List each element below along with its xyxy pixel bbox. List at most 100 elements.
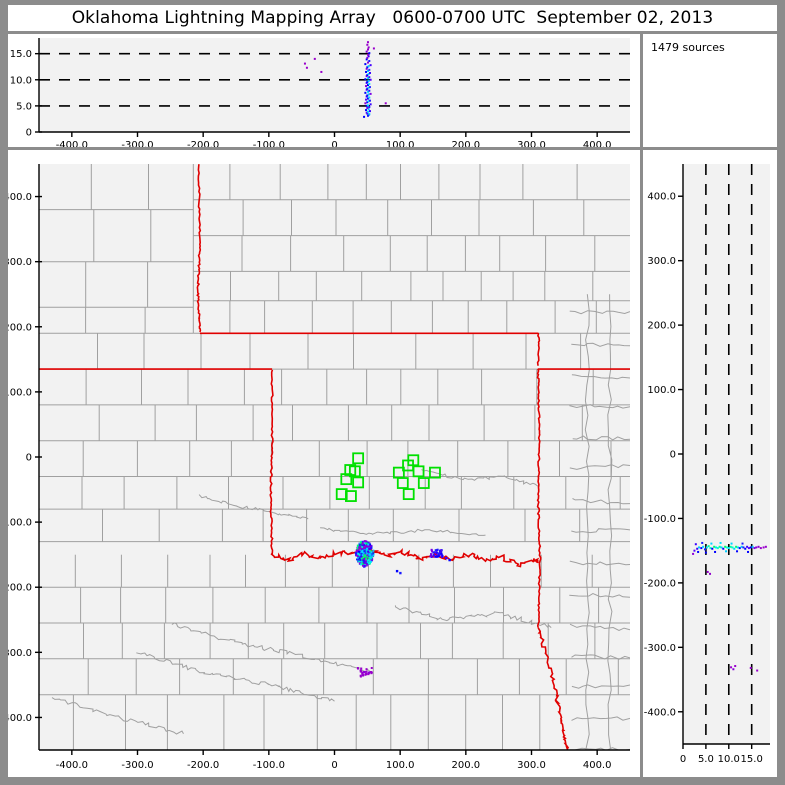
station-marker[interactable] [348, 465, 361, 478]
data-point [711, 547, 714, 550]
station-marker[interactable] [345, 490, 357, 502]
data-point [433, 551, 436, 554]
data-point [361, 557, 364, 560]
data-point [366, 48, 369, 51]
data-point [365, 109, 368, 112]
data-point [700, 547, 703, 550]
data-point [365, 544, 368, 547]
data-point [757, 545, 760, 548]
data-point [362, 556, 365, 559]
station-marker[interactable] [417, 477, 430, 489]
data-point [366, 41, 369, 44]
data-point [366, 94, 369, 97]
y-tick-label: 300.0 [647, 256, 676, 267]
x-tick-label: 0 [680, 754, 686, 765]
data-point [702, 545, 705, 548]
data-point [725, 546, 728, 549]
data-point [361, 540, 364, 543]
data-point [367, 550, 370, 553]
data-point [361, 671, 364, 674]
state-border-red-river [270, 547, 541, 568]
data-point [366, 110, 369, 113]
data-point [362, 549, 365, 552]
station-marker[interactable] [352, 452, 365, 465]
altitude-vs-east-plot[interactable]: 0 5.0 10.0 15.0 -400.0 -300.0 -200.0 -100.0 0 100… [8, 34, 640, 147]
station-marker[interactable] [402, 488, 415, 501]
y-tick-label: 200.0 [8, 322, 32, 333]
data-point [362, 546, 365, 549]
y-tick-label: 0 [26, 453, 32, 464]
data-point [736, 550, 739, 553]
lma-station-markers [335, 452, 441, 502]
data-point [367, 559, 370, 562]
y-tick-label: -100.0 [8, 518, 32, 529]
station-marker[interactable] [429, 466, 441, 479]
state-border-oklahoma-arkansas [536, 368, 542, 628]
x-tick-label: -200.0 [187, 140, 219, 147]
data-point [361, 561, 364, 564]
data-point [368, 110, 371, 113]
data-point [756, 669, 759, 672]
data-point [445, 556, 448, 560]
data-point [361, 560, 364, 563]
data-point [367, 79, 370, 82]
data-point [365, 50, 368, 53]
data-point [759, 547, 762, 550]
y-tick-label: 0 [26, 128, 32, 139]
data-point [356, 667, 359, 670]
data-point [367, 671, 371, 674]
page-title: Oklahoma Lightning Mapping Array 0600-07… [71, 8, 714, 28]
data-point [440, 553, 443, 556]
station-marker[interactable] [402, 459, 414, 472]
plot-background [39, 164, 630, 750]
data-point [357, 557, 360, 560]
data-point [365, 70, 368, 73]
x-tick-label: 0 [331, 140, 337, 147]
data-point [360, 667, 363, 670]
data-point [320, 70, 323, 73]
plan-view-map[interactable]: -400.0 -300.0 -200.0 -100.0 0 100.0 200.0 300.0… [8, 150, 640, 777]
data-point [714, 550, 717, 553]
data-point [740, 545, 743, 548]
data-point [360, 552, 363, 555]
data-point [698, 546, 701, 549]
data-point [367, 543, 370, 546]
x-tick-label: -300.0 [121, 140, 153, 147]
data-point [714, 546, 717, 549]
data-point [358, 544, 361, 547]
x-tick-label: 300.0 [517, 140, 546, 147]
data-point [720, 546, 723, 549]
data-point [358, 562, 361, 565]
x-tick-label: 100.0 [386, 760, 415, 771]
data-point [360, 543, 363, 546]
data-point [738, 547, 741, 550]
station-marker[interactable] [340, 473, 353, 486]
station-marker[interactable] [352, 476, 365, 489]
station-marker[interactable] [396, 477, 409, 489]
data-point [710, 542, 713, 545]
data-point [368, 82, 371, 85]
data-point [436, 555, 439, 558]
altitude-vs-north-plot[interactable]: -400.0 -300.0 -200.0 -100.0 0 100.0 200.0 300.0… [643, 150, 777, 777]
data-point [705, 546, 708, 549]
data-point [357, 552, 360, 555]
data-point [361, 554, 364, 557]
data-point [730, 666, 733, 669]
data-point [706, 570, 709, 573]
data-point [365, 81, 368, 84]
data-point [434, 555, 437, 558]
data-point [367, 673, 370, 676]
data-point [365, 670, 368, 673]
data-point [370, 666, 373, 669]
state-border-arkansas-texas [537, 627, 570, 750]
data-point [366, 66, 369, 69]
data-point [441, 556, 444, 559]
data-point [358, 554, 361, 557]
data-point [369, 554, 372, 557]
data-point [365, 85, 368, 88]
data-point [363, 554, 366, 557]
data-point [360, 558, 363, 561]
y-tick-label: 0 [670, 450, 676, 461]
data-point [716, 547, 719, 550]
data-point [369, 548, 372, 551]
